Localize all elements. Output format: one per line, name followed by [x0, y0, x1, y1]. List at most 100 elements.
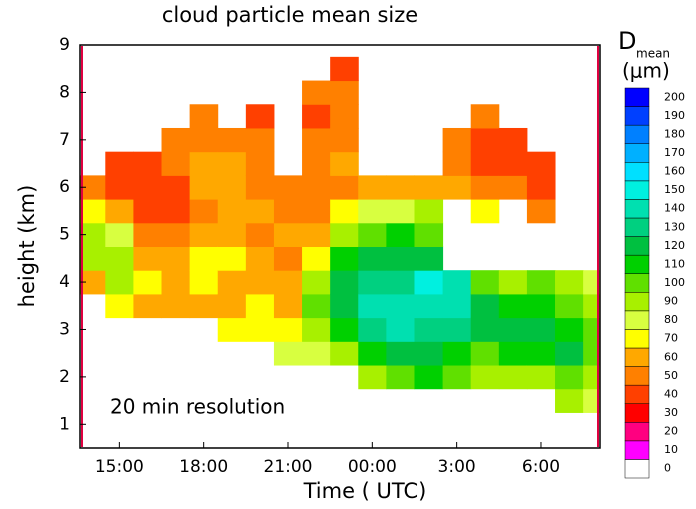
heat-cell: [245, 104, 275, 129]
heat-cell: [470, 151, 500, 176]
heat-cell: [470, 270, 500, 295]
heat-cell: [189, 127, 219, 153]
heat-cell: [358, 341, 387, 366]
colorbar-tick-label: 0: [664, 462, 671, 475]
y-tick-label: 7: [59, 130, 70, 150]
y-tick-label: 9: [59, 35, 70, 55]
heat-cell: [273, 199, 303, 224]
heat-cell: [330, 317, 359, 342]
y-tick-label: 8: [59, 82, 70, 102]
heat-cell: [302, 293, 331, 319]
heat-cell: [414, 246, 444, 271]
heat-cell: [245, 317, 275, 342]
heat-cell: [526, 365, 556, 390]
x-tick-label: 6:00: [522, 457, 560, 477]
heat-cell: [330, 270, 359, 295]
colorbar-tick-label: 90: [664, 295, 678, 308]
heat-cell: [330, 151, 359, 176]
colorbar-swatch: [624, 217, 650, 237]
colorbar-swatch: [624, 106, 650, 126]
heat-cell: [133, 246, 163, 271]
heat-cell: [358, 293, 387, 319]
colorbar-swatch: [624, 292, 650, 312]
y-tick-label: 2: [59, 367, 70, 387]
colorbar-swatch: [624, 403, 650, 423]
heat-cell: [302, 222, 331, 247]
heat-cell: [470, 293, 500, 319]
heat-cell: [161, 127, 191, 153]
heat-cell: [414, 270, 444, 295]
heat-cell: [330, 127, 359, 153]
heat-cell: [526, 317, 556, 342]
heat-cell: [217, 293, 247, 319]
colorbar-swatch: [624, 124, 650, 144]
heat-cell: [273, 293, 303, 319]
heat-cell: [189, 270, 219, 295]
heat-cell: [302, 104, 331, 129]
x-tick-label: 15:00: [95, 457, 144, 477]
heat-cell: [302, 270, 331, 295]
heat-cell: [105, 270, 134, 295]
y-tick-label: 6: [59, 177, 70, 197]
heat-cell: [498, 365, 528, 390]
heat-cell: [245, 199, 275, 224]
heat-cell: [470, 317, 500, 342]
heat-cell: [189, 293, 219, 319]
heat-cell: [189, 175, 219, 200]
colorbar-tick-label: 170: [664, 146, 685, 159]
heat-cell: [386, 246, 415, 271]
heat-cell: [442, 151, 472, 176]
x-tick-label: 18:00: [179, 457, 228, 477]
y-tick-label: 5: [59, 225, 70, 245]
heat-cell: [133, 270, 163, 295]
heat-cell: [442, 175, 472, 200]
colorbar-tick-label: 150: [664, 183, 685, 196]
heat-cell: [273, 317, 303, 342]
heat-cell: [302, 151, 331, 176]
colorbar-swatch: [624, 440, 650, 460]
heat-cell: [245, 246, 275, 271]
heat-cell: [386, 175, 415, 200]
colorbar-tick-label: 30: [664, 406, 678, 419]
heat-cell: [217, 222, 247, 247]
x-tick-label: 21:00: [264, 457, 313, 477]
colorbar-title: D: [618, 27, 636, 55]
heat-cell: [386, 199, 415, 224]
heat-cell: [414, 293, 444, 319]
heat-cell: [273, 270, 303, 295]
colorbar-tick-label: 100: [664, 276, 685, 289]
heat-cell: [245, 293, 275, 319]
heat-cell: [133, 151, 163, 176]
heat-cell: [470, 199, 500, 224]
heat-cell: [442, 317, 472, 342]
colorbar-tick-label: 110: [664, 257, 685, 270]
heat-cell: [358, 365, 387, 390]
colorbar-tick-label: 10: [664, 443, 678, 456]
heat-cell: [414, 341, 444, 366]
heat-cell: [386, 341, 415, 366]
colorbar-tick-label: 140: [664, 202, 685, 215]
heat-cell: [217, 151, 247, 176]
colorbar-tick-label: 50: [664, 369, 678, 382]
heat-cell: [302, 341, 331, 366]
heat-cell: [217, 270, 247, 295]
heat-cell: [273, 246, 303, 271]
heat-cell: [442, 270, 472, 295]
heat-cell: [245, 270, 275, 295]
heat-cell: [386, 270, 415, 295]
heat-cell: [302, 246, 331, 271]
heat-cell: [217, 127, 247, 153]
heat-cell: [217, 199, 247, 224]
heat-cell: [330, 293, 359, 319]
heat-cell: [161, 199, 191, 224]
heat-cell: [555, 388, 584, 413]
heat-cell: [80, 246, 106, 271]
colorbar-swatch: [624, 180, 650, 200]
heat-cell: [133, 199, 163, 224]
heat-cell: [302, 317, 331, 342]
heat-cell: [358, 175, 387, 200]
colorbar-swatch: [624, 199, 650, 219]
y-tick-label: 4: [59, 272, 70, 292]
heat-cell: [302, 127, 331, 153]
